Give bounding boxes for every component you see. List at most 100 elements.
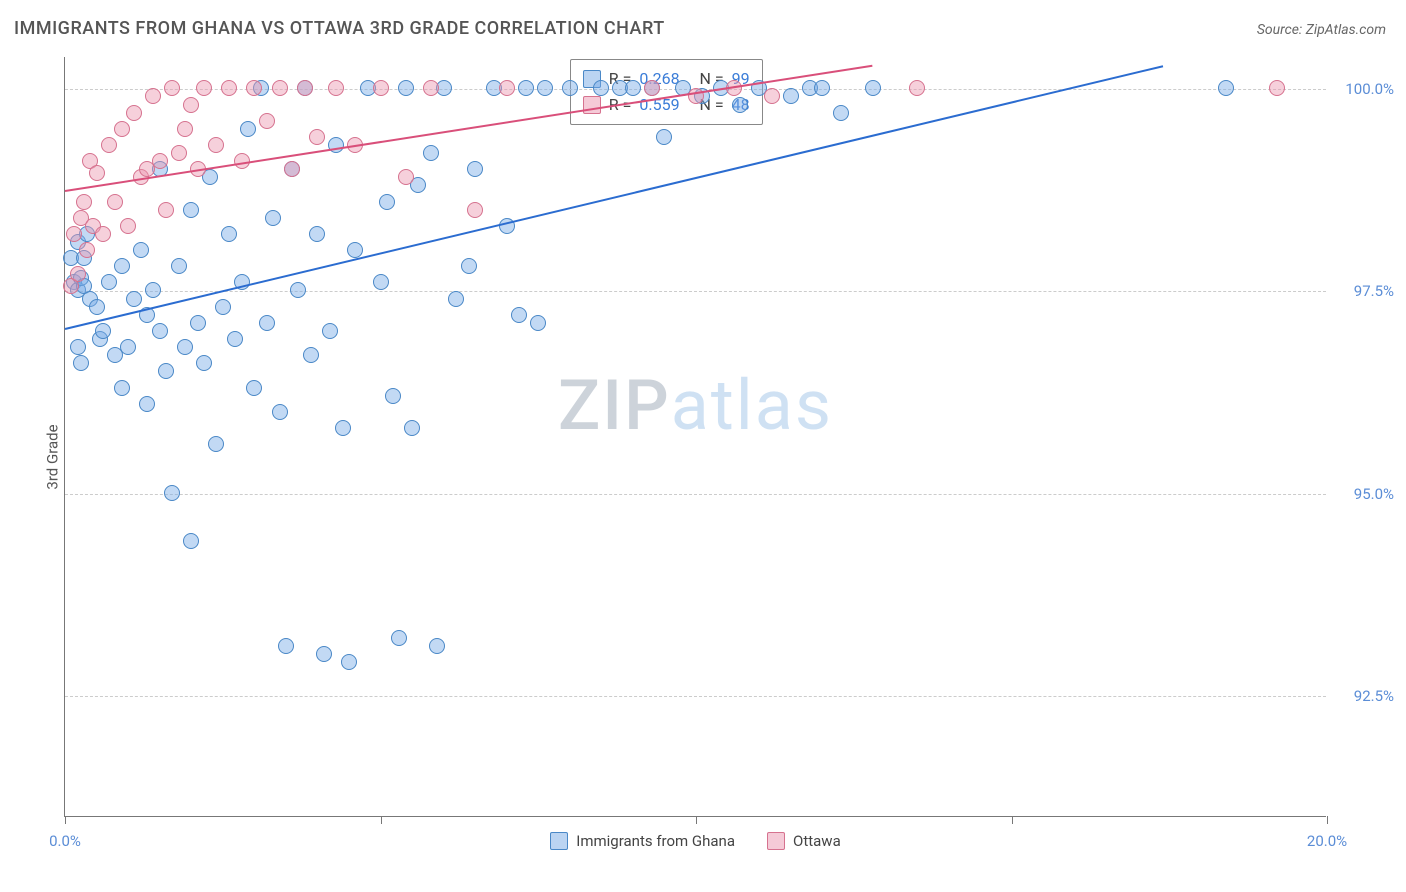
data-point xyxy=(120,339,136,355)
data-point xyxy=(164,485,180,501)
data-point xyxy=(398,169,414,185)
data-point xyxy=(499,80,515,96)
data-point xyxy=(593,80,609,96)
data-point xyxy=(73,355,89,371)
data-point xyxy=(423,80,439,96)
watermark-zip: ZIP xyxy=(558,365,671,447)
plot-region: ZIPatlas R = 0.268 N = 99R = 0.559 N = 4… xyxy=(64,57,1326,817)
gridline-h xyxy=(65,696,1326,697)
data-point xyxy=(259,113,275,129)
data-point xyxy=(246,80,262,96)
data-point xyxy=(1218,80,1234,96)
data-point xyxy=(909,80,925,96)
data-point xyxy=(133,242,149,258)
data-point xyxy=(511,307,527,323)
data-point xyxy=(95,226,111,242)
data-point xyxy=(341,654,357,670)
data-point xyxy=(783,88,799,104)
data-point xyxy=(208,436,224,452)
data-point xyxy=(290,282,306,298)
data-point xyxy=(145,88,161,104)
watermark-atlas: atlas xyxy=(671,365,833,447)
x-tick-label: 20.0% xyxy=(1307,832,1347,850)
legend-swatch xyxy=(550,832,568,850)
y-axis-label: 3rd Grade xyxy=(44,424,62,489)
data-point xyxy=(272,404,288,420)
data-point xyxy=(423,145,439,161)
data-point xyxy=(297,80,313,96)
data-point xyxy=(764,88,780,104)
x-tick xyxy=(1327,816,1328,824)
data-point xyxy=(379,194,395,210)
data-point xyxy=(328,80,344,96)
data-point xyxy=(385,388,401,404)
data-point xyxy=(656,129,672,145)
data-point xyxy=(70,266,86,282)
data-point xyxy=(309,129,325,145)
y-tick-label: 92.5% xyxy=(1334,687,1394,705)
data-point xyxy=(467,202,483,218)
x-tick-label: 0.0% xyxy=(49,832,81,850)
data-point xyxy=(1269,80,1285,96)
data-point xyxy=(89,299,105,315)
data-point xyxy=(240,121,256,137)
data-point xyxy=(158,363,174,379)
data-point xyxy=(316,646,332,662)
data-point xyxy=(391,630,407,646)
data-point xyxy=(183,533,199,549)
data-point xyxy=(221,226,237,242)
data-point xyxy=(562,80,578,96)
data-point xyxy=(126,105,142,121)
data-point xyxy=(120,218,136,234)
x-tick xyxy=(65,816,66,824)
gridline-h xyxy=(65,291,1326,292)
data-point xyxy=(114,380,130,396)
data-point xyxy=(404,420,420,436)
legend-label: Immigrants from Ghana xyxy=(576,832,735,850)
data-point xyxy=(865,80,881,96)
data-point xyxy=(833,105,849,121)
data-point xyxy=(101,137,117,153)
data-point xyxy=(373,274,389,290)
data-point xyxy=(70,339,86,355)
data-point xyxy=(95,323,111,339)
y-tick-label: 97.5% xyxy=(1334,282,1394,300)
data-point xyxy=(152,153,168,169)
data-point xyxy=(114,121,130,137)
data-point xyxy=(107,194,123,210)
data-point xyxy=(152,323,168,339)
data-point xyxy=(347,242,363,258)
data-point xyxy=(530,315,546,331)
data-point xyxy=(309,226,325,242)
data-point xyxy=(259,315,275,331)
data-point xyxy=(79,242,95,258)
data-point xyxy=(814,80,830,96)
chart-area: 3rd Grade ZIPatlas R = 0.268 N = 99R = 0… xyxy=(10,47,1396,867)
data-point xyxy=(303,347,319,363)
data-point xyxy=(183,202,199,218)
y-tick-label: 100.0% xyxy=(1334,80,1394,98)
data-point xyxy=(76,194,92,210)
data-point xyxy=(265,210,281,226)
data-point xyxy=(114,258,130,274)
data-point xyxy=(284,161,300,177)
x-tick xyxy=(696,816,697,824)
chart-title: IMMIGRANTS FROM GHANA VS OTTAWA 3RD GRAD… xyxy=(14,18,665,39)
data-point xyxy=(177,339,193,355)
data-point xyxy=(164,80,180,96)
data-point xyxy=(398,80,414,96)
legend-label: Ottawa xyxy=(793,832,841,850)
data-point xyxy=(221,80,237,96)
data-point xyxy=(208,137,224,153)
data-point xyxy=(196,80,212,96)
x-tick xyxy=(381,816,382,824)
data-point xyxy=(461,258,477,274)
data-point xyxy=(335,420,351,436)
data-point xyxy=(171,145,187,161)
data-point xyxy=(126,291,142,307)
data-point xyxy=(227,331,243,347)
data-point xyxy=(322,323,338,339)
data-point xyxy=(429,638,445,654)
data-point xyxy=(272,80,288,96)
chart-header: IMMIGRANTS FROM GHANA VS OTTAWA 3RD GRAD… xyxy=(0,0,1406,47)
